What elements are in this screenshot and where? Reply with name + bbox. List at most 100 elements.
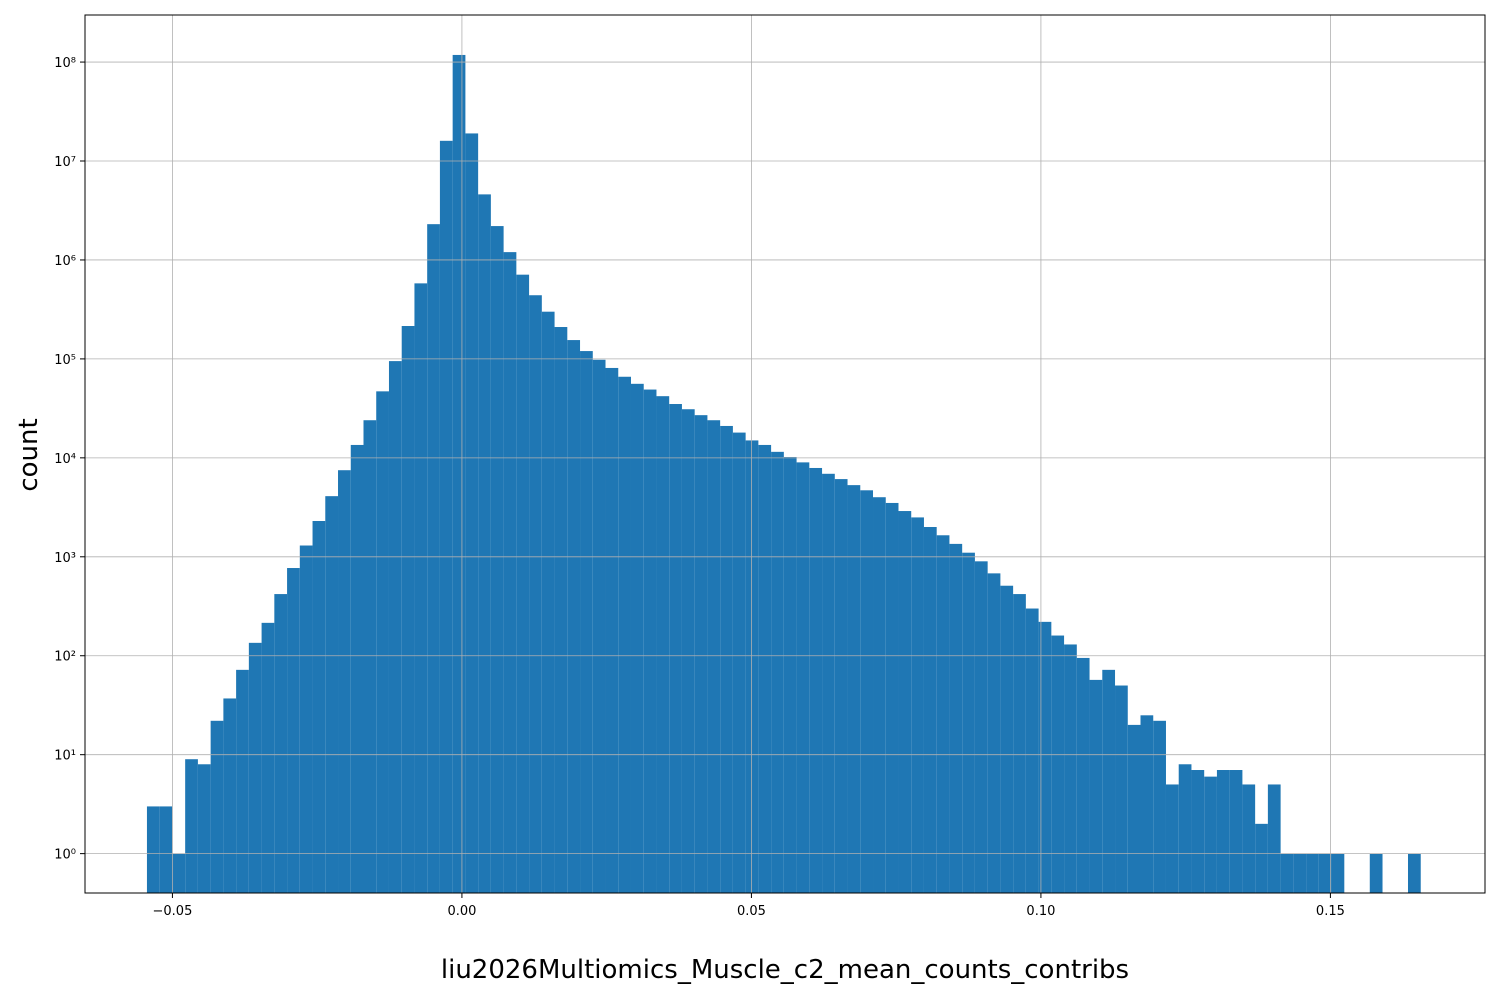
bar — [605, 367, 619, 893]
bar — [1178, 764, 1192, 893]
bar — [197, 764, 211, 893]
bar — [465, 133, 479, 893]
bar — [745, 440, 759, 893]
bar — [236, 669, 249, 893]
bar — [1127, 724, 1141, 893]
bar — [248, 642, 262, 893]
bar — [388, 361, 402, 894]
bar — [580, 351, 593, 893]
y-tick-label: 10⁰ — [54, 848, 76, 863]
bar — [363, 420, 377, 893]
bar — [783, 456, 797, 893]
x-tick-label: 0.15 — [1316, 904, 1345, 919]
bar — [414, 283, 428, 894]
bar — [338, 470, 351, 893]
bar — [1115, 685, 1128, 893]
bar — [1038, 621, 1052, 893]
bar — [694, 415, 708, 893]
bar — [1000, 585, 1014, 893]
bar — [1306, 853, 1319, 893]
bar — [325, 496, 339, 893]
bar — [223, 698, 237, 893]
bar — [490, 226, 504, 893]
x-axis-label: liu2026Multiomics_Muscle_c2_mean_counts_… — [441, 955, 1129, 985]
bar — [1255, 823, 1268, 893]
bar — [618, 376, 631, 893]
plot-frame — [84, 14, 1486, 894]
bar — [923, 527, 937, 893]
y-tick-label: 10⁶ — [54, 254, 76, 269]
bar — [299, 545, 313, 893]
bar — [911, 517, 924, 893]
y-tick-label: 10³ — [54, 551, 76, 566]
bar — [185, 759, 198, 893]
bar — [261, 622, 275, 893]
bar — [669, 404, 682, 893]
bar — [873, 497, 886, 893]
bar — [643, 389, 657, 893]
y-tick-label: 10⁷ — [54, 155, 76, 170]
bar — [1229, 770, 1243, 893]
bar — [796, 462, 810, 893]
bar — [146, 806, 160, 893]
y-tick-label: 10⁵ — [54, 353, 76, 368]
bar — [503, 252, 517, 893]
bar — [732, 432, 746, 893]
y-tick-label: 10⁴ — [54, 452, 76, 467]
bar — [1076, 657, 1090, 893]
bar — [898, 511, 912, 893]
bar — [1102, 669, 1116, 893]
bar — [962, 552, 975, 893]
bar — [707, 420, 721, 893]
bar — [312, 520, 326, 893]
bar — [834, 479, 848, 893]
y-tick-label: 10² — [54, 650, 76, 665]
bar — [630, 383, 644, 893]
bar — [974, 561, 988, 893]
bar — [1216, 770, 1230, 893]
bar — [287, 568, 300, 893]
bar — [656, 396, 670, 893]
bar — [478, 194, 491, 893]
bar — [1369, 853, 1383, 893]
bar — [987, 573, 1001, 893]
bar — [847, 485, 861, 893]
bar — [885, 502, 899, 893]
bar — [936, 535, 950, 893]
bar — [401, 326, 415, 894]
bar — [1064, 644, 1077, 893]
bar — [376, 391, 389, 893]
bar — [1089, 679, 1103, 893]
bar — [1331, 853, 1345, 893]
bar — [592, 359, 606, 893]
bar — [1267, 784, 1281, 893]
bar — [1318, 853, 1332, 893]
bar — [427, 224, 440, 894]
bar — [860, 490, 874, 893]
bar — [210, 720, 224, 893]
bar — [1204, 776, 1217, 893]
y-axis-label: count — [14, 418, 44, 491]
x-tick-label: 0.05 — [737, 904, 766, 919]
bar — [809, 467, 823, 893]
bar — [554, 327, 568, 893]
bar — [1242, 784, 1256, 893]
bar — [1407, 853, 1421, 893]
bar — [681, 409, 695, 893]
bar — [1153, 720, 1166, 893]
bar — [1293, 853, 1307, 893]
bar — [529, 295, 542, 894]
bar — [567, 340, 581, 893]
x-tick-label: 0.10 — [1026, 904, 1055, 919]
x-tick-label: 0.00 — [447, 904, 476, 919]
bar — [1140, 715, 1154, 893]
bar — [771, 451, 784, 893]
bar — [1051, 635, 1065, 893]
y-tick-label: 10⁸ — [54, 56, 76, 71]
bar — [1165, 784, 1179, 893]
bar — [452, 54, 466, 894]
bar — [1025, 608, 1039, 893]
bar — [439, 140, 453, 893]
bar — [1013, 594, 1026, 893]
